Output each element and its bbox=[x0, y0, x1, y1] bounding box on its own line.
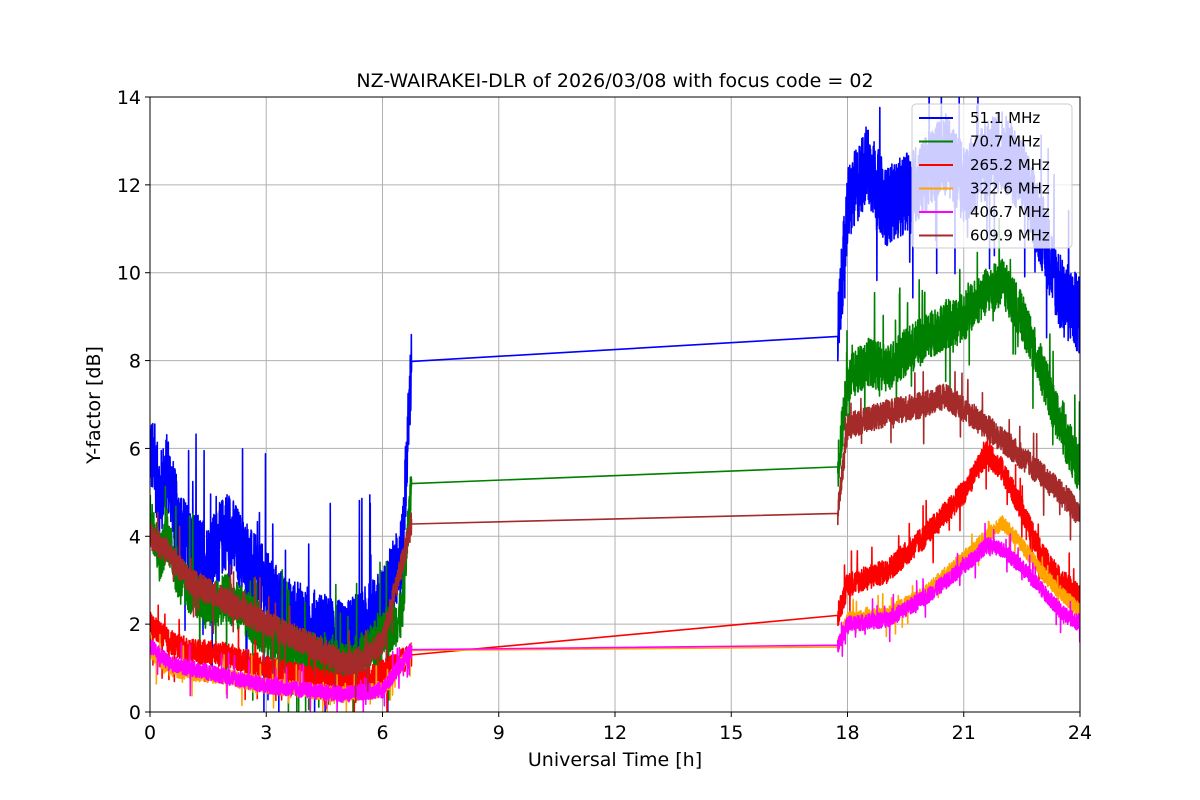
legend: 51.1 MHz 70.7 MHz 265.2 MHz 322.6 MHz 406.7… bbox=[911, 103, 1073, 249]
y-tick-label: 6 bbox=[129, 438, 141, 460]
y-tick-label: 8 bbox=[129, 351, 141, 373]
series-line-406-7-mhz bbox=[150, 522, 1080, 712]
legend-label: 322.6 MHz bbox=[970, 180, 1050, 198]
y-axis-label: Y-factor [dB] bbox=[83, 346, 105, 465]
chart-title: NZ-WAIRAKEI-DLR of 2026/03/08 with focus… bbox=[356, 70, 873, 92]
x-tick-label: 0 bbox=[144, 722, 156, 744]
y-tick-label: 2 bbox=[129, 614, 141, 636]
legend-label: 609.9 MHz bbox=[970, 227, 1050, 245]
y-tick-label: 14 bbox=[117, 87, 141, 109]
legend-label: 265.2 MHz bbox=[970, 156, 1050, 174]
legend-label: 51.1 MHz bbox=[970, 109, 1040, 127]
x-tick-label: 3 bbox=[260, 722, 272, 744]
legend-label: 406.7 MHz bbox=[970, 203, 1050, 221]
series-line-609-9-mhz bbox=[150, 370, 1080, 704]
y-tick-label: 10 bbox=[117, 263, 141, 285]
x-axis-label: Universal Time [h] bbox=[528, 749, 702, 771]
x-tick-label: 12 bbox=[603, 722, 627, 744]
y-tick-label: 4 bbox=[129, 526, 141, 548]
legend-label: 70.7 MHz bbox=[970, 133, 1040, 151]
x-tick-label: 21 bbox=[952, 722, 976, 744]
series-layer bbox=[150, 97, 1080, 712]
x-tick-label: 18 bbox=[835, 722, 859, 744]
y-tick-label: 0 bbox=[129, 702, 141, 724]
x-tick-label: 6 bbox=[376, 722, 388, 744]
y-tick-label: 12 bbox=[117, 175, 141, 197]
x-tick-label: 24 bbox=[1068, 722, 1092, 744]
x-tick-label: 9 bbox=[493, 722, 505, 744]
x-tick-label: 15 bbox=[719, 722, 743, 744]
